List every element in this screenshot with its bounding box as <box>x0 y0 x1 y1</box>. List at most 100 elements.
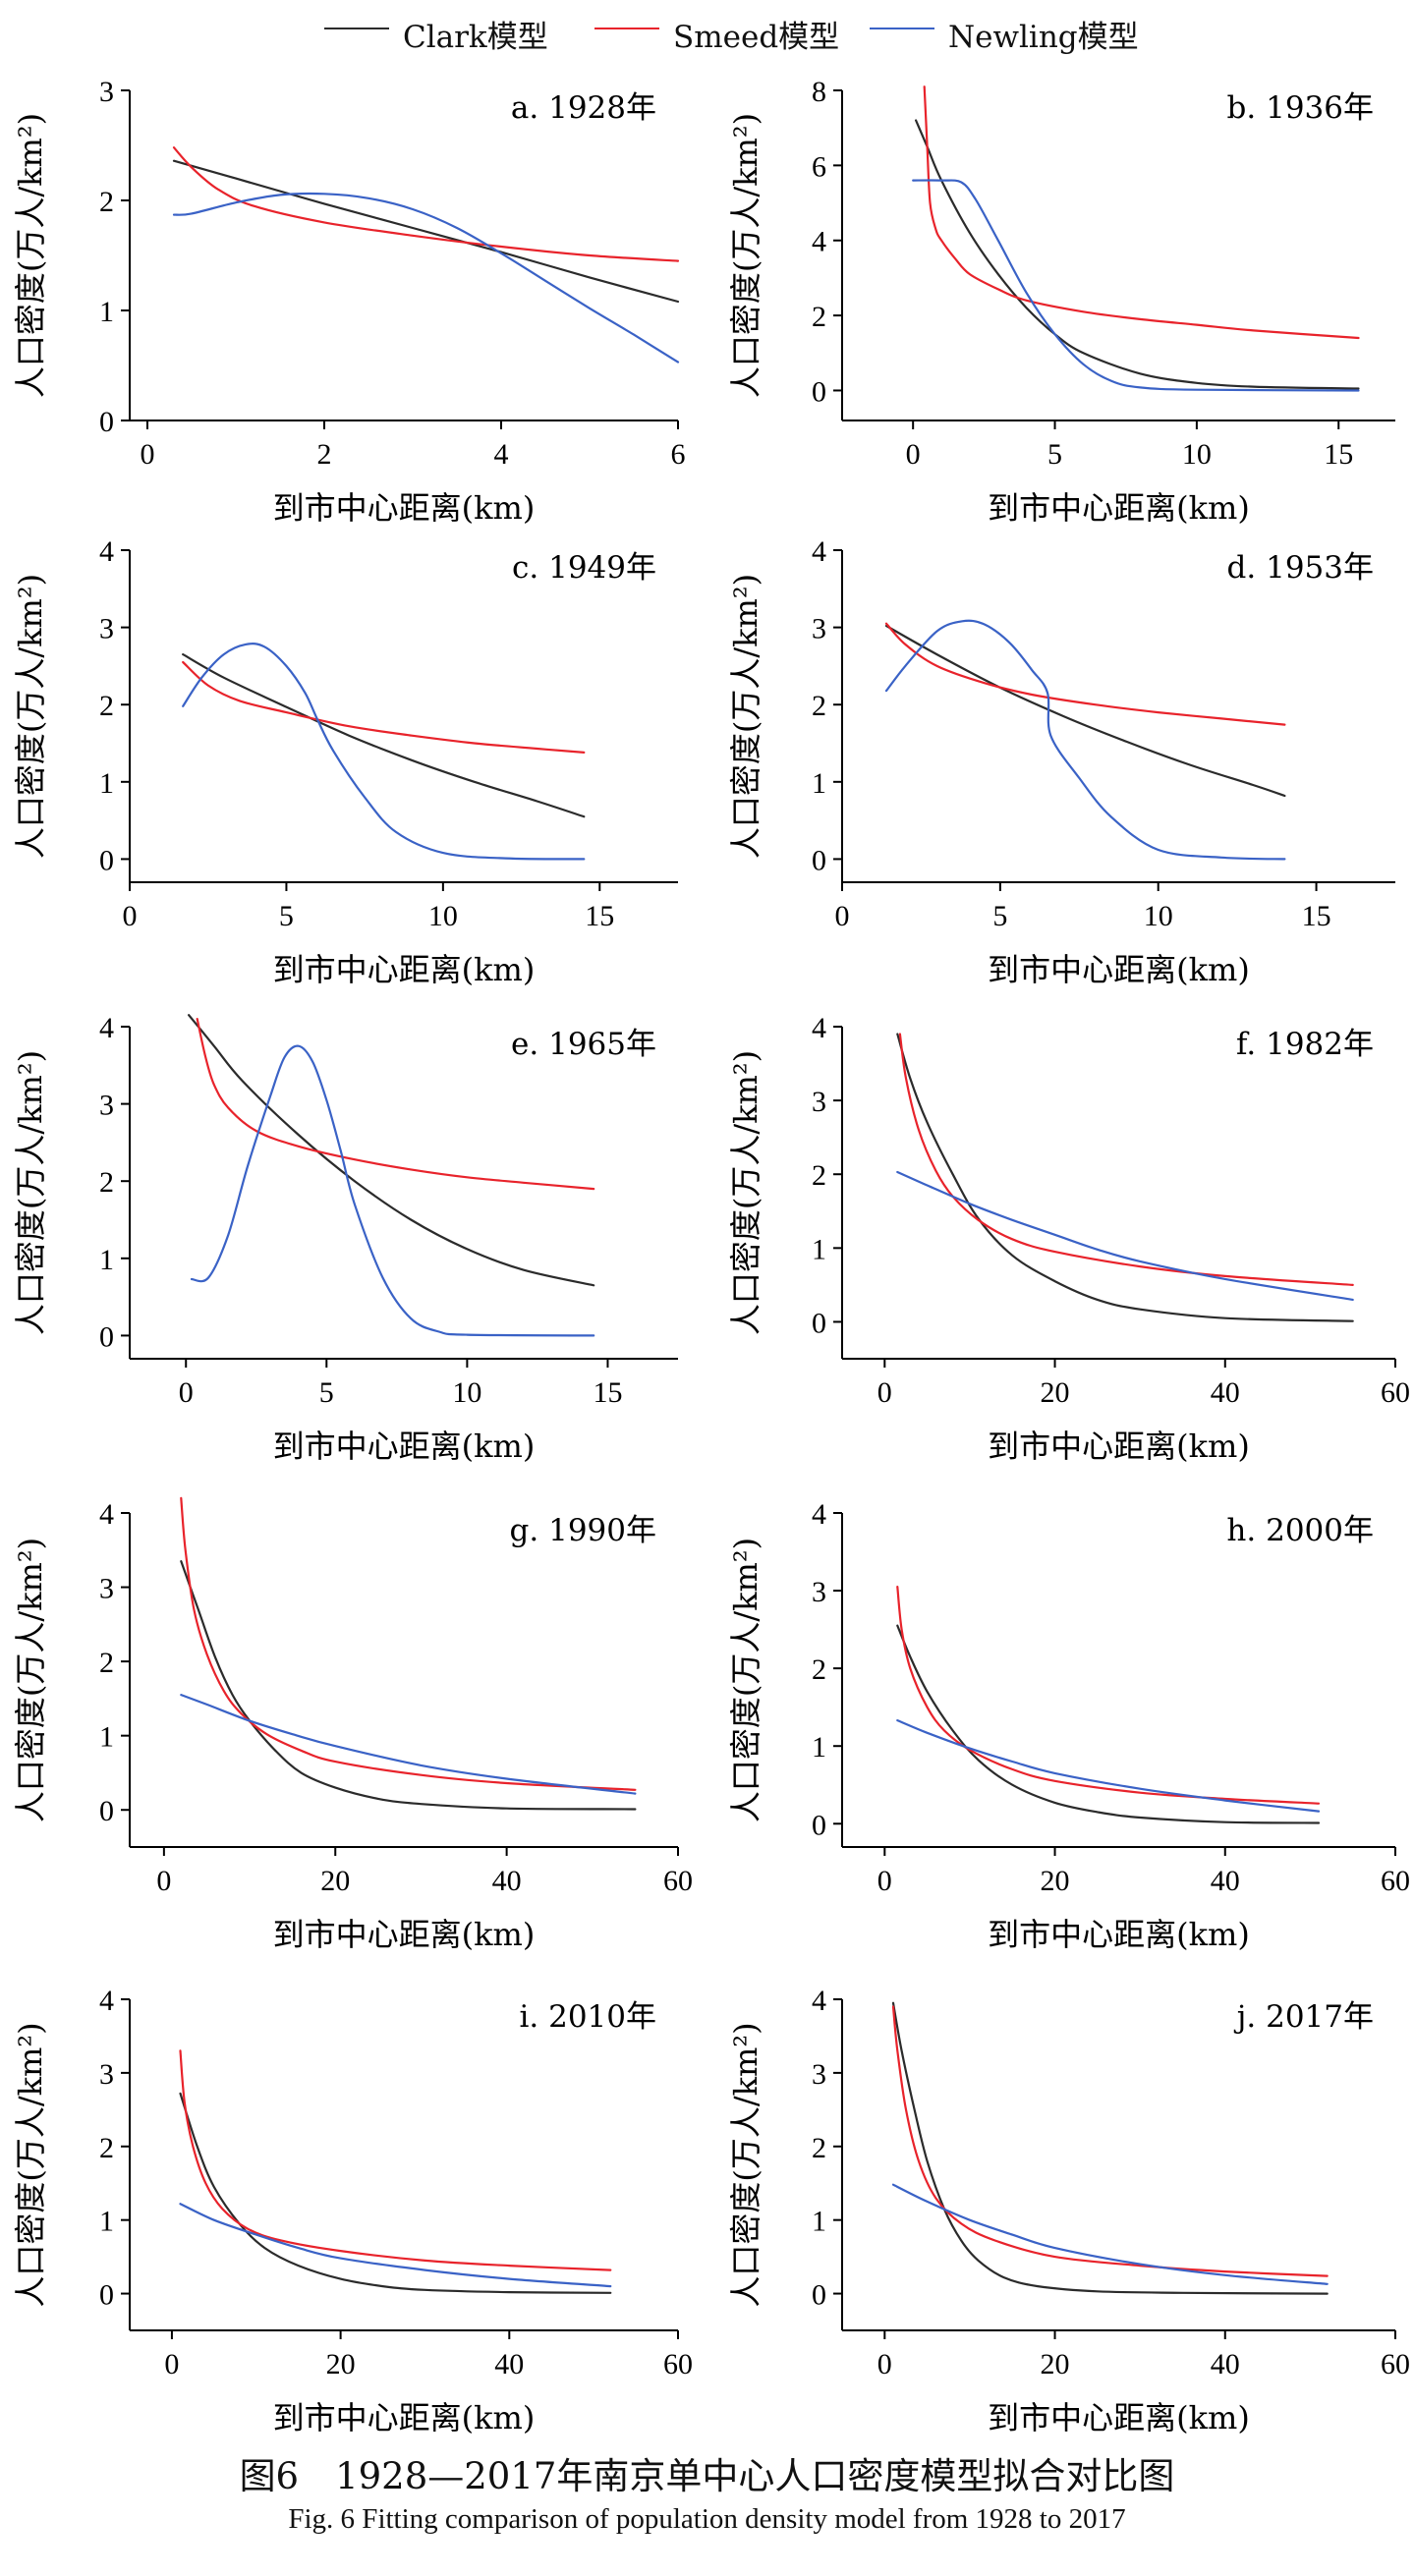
y-tick-label: 3 <box>812 1086 826 1118</box>
series-line-0 <box>884 624 1286 798</box>
figure-caption-cn: 图6 1928—2017年南京单中心人口密度模型拟合对比图 <box>239 2455 1175 2497</box>
series-line-2 <box>172 192 680 364</box>
x-tick-label: 0 <box>164 2348 179 2380</box>
panel-title: h. 2000年 <box>1226 1513 1374 1548</box>
x-tick-label: 0 <box>877 2348 892 2380</box>
x-tick-label: 60 <box>663 1865 693 1897</box>
y-tick-label: 1 <box>99 1721 114 1754</box>
legend-label-newling: Newling模型 <box>948 20 1139 55</box>
panel-9: 0 20 40 60 0 1 2 3 4 到市中心距离(km) 人口密度(万人/km²) j. 201… <box>727 1985 1410 2436</box>
y-axis-label: 人口密度(万人/km²) <box>12 113 49 398</box>
x-tick-label: 15 <box>585 900 614 932</box>
y-tick-label: 0 <box>812 1307 826 1339</box>
x-axis-label: 到市中心距离(km) <box>273 489 536 527</box>
series-line-2 <box>180 1694 637 1795</box>
x-tick-label: 2 <box>317 438 332 471</box>
y-tick-label: 1 <box>812 2206 826 2238</box>
series-line-1 <box>891 2005 1329 2277</box>
y-tick-label: 0 <box>99 844 114 876</box>
legend-swatch-newling <box>870 28 934 29</box>
y-tick-label: 6 <box>812 150 826 183</box>
y-axis-label: 人口密度(万人/km²) <box>727 2022 764 2307</box>
y-tick-label: 4 <box>812 535 826 568</box>
y-tick-label: 4 <box>99 1985 114 2017</box>
x-tick-label: 10 <box>452 1376 481 1409</box>
y-tick-label: 2 <box>812 690 826 722</box>
y-tick-label: 2 <box>99 2132 114 2164</box>
x-tick-label: 60 <box>1381 1376 1410 1409</box>
series-line-0 <box>896 1033 1354 1322</box>
x-axis-label: 到市中心距离(km) <box>273 2399 536 2436</box>
panel-0: 0 2 4 6 0 1 2 3 到市中心距离(km) 人口密度(万人/km²) a. 1928年 <box>12 76 686 527</box>
x-tick-label: 40 <box>1211 2348 1240 2380</box>
series-line-0 <box>188 1014 595 1287</box>
y-tick-label: 1 <box>812 767 826 800</box>
panel-4: 0 5 10 15 0 1 2 3 4 到市中心距离(km) 人口密度(万人/km²) e. 1965… <box>12 1012 678 1465</box>
y-tick-label: 8 <box>812 76 826 108</box>
panel-1: 0 5 10 15 0 2 4 6 8 到市中心距离(km) 人口密度(万人/km²) b. 1936… <box>727 76 1395 527</box>
y-tick-label: 4 <box>99 1498 114 1531</box>
panel-5: 0 20 40 60 0 1 2 3 4 到市中心距离(km) 人口密度(万人/km²) f. 198… <box>727 1012 1410 1465</box>
legend-label-smeed: Smeed模型 <box>673 20 840 55</box>
y-tick-label: 1 <box>812 1233 826 1265</box>
panel-6: 0 20 40 60 0 1 2 3 4 到市中心距离(km) 人口密度(万人/km²) g. 199… <box>12 1496 693 1953</box>
series-line-1 <box>179 2049 612 2271</box>
x-tick-label: 5 <box>279 900 294 932</box>
x-axis-label: 到市中心距离(km) <box>988 1428 1250 1465</box>
y-tick-label: 2 <box>99 186 114 218</box>
x-tick-label: 40 <box>1211 1865 1240 1897</box>
x-axis-label: 到市中心距离(km) <box>273 1916 536 1953</box>
series-line-2 <box>179 2203 612 2288</box>
series-line-0 <box>179 2092 612 2294</box>
legend-label-clark: Clark模型 <box>403 20 548 55</box>
x-tick-label: 40 <box>492 1865 522 1897</box>
figure-caption-en: Fig. 6 Fitting comparison of population … <box>288 2503 1126 2535</box>
x-tick-label: 20 <box>326 2348 356 2380</box>
y-tick-label: 4 <box>812 1012 826 1044</box>
x-axis-label: 到市中心距离(km) <box>988 951 1250 988</box>
series-line-1 <box>923 85 1360 340</box>
y-axis-label: 人口密度(万人/km²) <box>727 574 764 859</box>
y-tick-label: 0 <box>99 406 114 438</box>
panel-title: j. 2017年 <box>1234 1999 1374 2035</box>
y-tick-label: 4 <box>812 1985 826 2017</box>
x-tick-label: 10 <box>428 900 458 932</box>
x-tick-label: 0 <box>179 1376 194 1409</box>
panel-title: i. 2010年 <box>519 1999 656 2035</box>
series-line-2 <box>190 1044 595 1337</box>
x-tick-label: 15 <box>1302 900 1331 932</box>
series-line-2 <box>884 619 1286 861</box>
series-line-2 <box>896 1719 1321 1813</box>
y-tick-label: 0 <box>99 2279 114 2312</box>
y-tick-label: 4 <box>99 1012 114 1044</box>
series-line-2 <box>912 179 1360 392</box>
x-axis-label: 到市中心距离(km) <box>273 1428 536 1465</box>
y-axis-label: 人口密度(万人/km²) <box>12 574 49 859</box>
y-tick-label: 2 <box>99 1166 114 1199</box>
series-line-1 <box>196 1018 595 1191</box>
series-line-0 <box>896 1624 1321 1824</box>
series-line-1 <box>182 660 586 754</box>
x-tick-label: 0 <box>877 1865 892 1897</box>
y-tick-label: 1 <box>99 296 114 328</box>
y-tick-label: 0 <box>812 844 826 876</box>
x-tick-label: 40 <box>1211 1376 1240 1409</box>
panel-title: f. 1982年 <box>1236 1027 1374 1062</box>
y-axis-label: 人口密度(万人/km²) <box>727 1050 764 1335</box>
y-tick-label: 3 <box>99 1090 114 1122</box>
series-line-0 <box>172 159 680 304</box>
x-tick-label: 20 <box>1041 1376 1070 1409</box>
series-line-1 <box>896 1586 1321 1805</box>
y-tick-label: 4 <box>812 226 826 258</box>
x-tick-label: 0 <box>877 1376 892 1409</box>
x-tick-label: 10 <box>1182 438 1212 471</box>
y-tick-label: 1 <box>99 1244 114 1276</box>
x-tick-label: 60 <box>1381 2348 1410 2380</box>
x-tick-label: 40 <box>494 2348 524 2380</box>
series-line-2 <box>182 643 586 861</box>
series-line-1 <box>884 622 1286 726</box>
x-tick-label: 20 <box>320 1865 350 1897</box>
x-tick-label: 5 <box>992 900 1007 932</box>
panel-title: b. 1936年 <box>1227 90 1374 126</box>
x-tick-label: 0 <box>123 900 138 932</box>
